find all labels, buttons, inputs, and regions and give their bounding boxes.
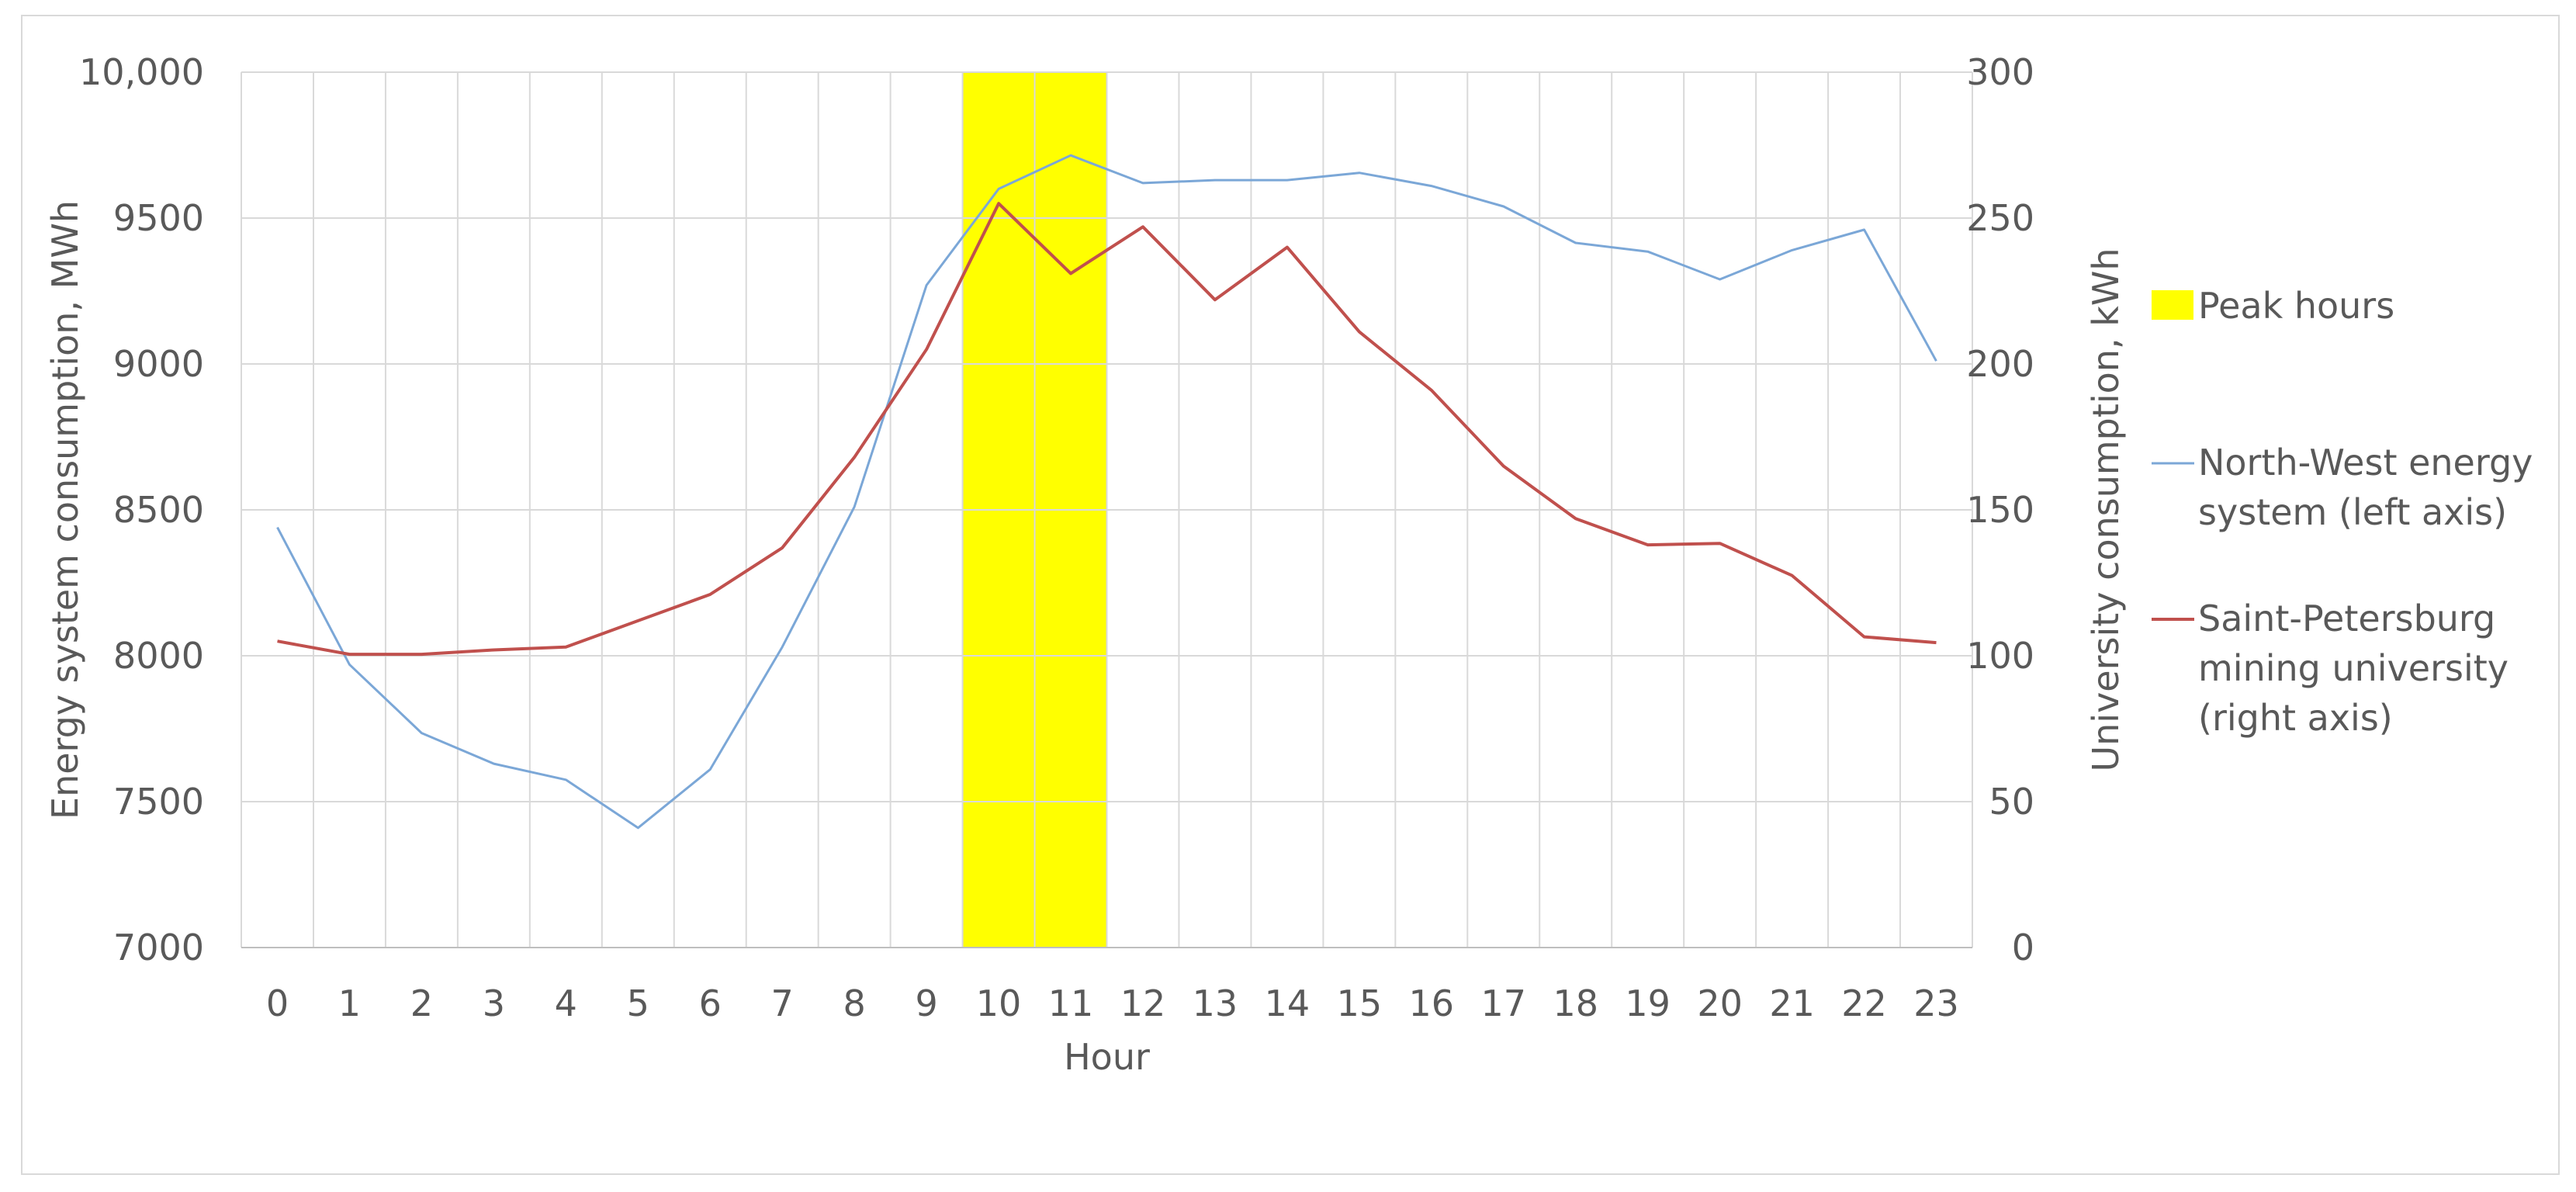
x-tick-label: 4: [555, 982, 577, 1024]
y-left-tick-label: 9000: [113, 343, 204, 385]
x-tick-label: 20: [1697, 982, 1743, 1024]
y-left-tick-label: 7000: [113, 927, 204, 968]
y-right-tick-label: 200: [1966, 343, 2034, 385]
x-tick-label: 3: [483, 982, 505, 1024]
y-right-tick-label: 0: [2012, 927, 2034, 968]
chart-frame: [21, 15, 2560, 1175]
y-right-tick-label: 250: [1966, 197, 2034, 239]
legend-item-north-west: North-West energy system (left axis): [2152, 442, 2544, 533]
x-tick-label: 1: [338, 982, 361, 1024]
x-tick-label: 16: [1409, 982, 1455, 1024]
x-tick-label: 21: [1769, 982, 1815, 1024]
y-axis-right-title: University consumption, kWh: [2085, 248, 2127, 771]
x-tick-label: 0: [266, 982, 289, 1024]
x-tick-label: 14: [1265, 982, 1311, 1024]
y-left-tick-label: 8000: [113, 635, 204, 677]
legend-item-mining-university: Saint-Petersburg mining university (righ…: [2152, 598, 2520, 739]
gridlines: [241, 71, 1973, 948]
legend-label-north-west-line-2: system (left axis): [2198, 491, 2507, 533]
legend-label-north-west: North-West energy system (left axis): [2198, 442, 2544, 533]
x-tick-label: 15: [1337, 982, 1383, 1024]
legend-label-north-west-line-1: North-West energy: [2198, 442, 2533, 483]
x-tick-label: 19: [1625, 982, 1671, 1024]
axes: 0 1 2 3 4 5 6 7 8 9 10 11 12 13 14 15 16 17 18 19 20 21 22 2370…: [79, 51, 2034, 1024]
x-tick-label: 23: [1913, 982, 1959, 1024]
legend-swatch-peak-hours: [2152, 290, 2193, 320]
y-right-tick-label: 50: [1989, 781, 2034, 823]
series-line-north-west: [276, 154, 1937, 830]
legend-label-mining-university-line-3: (right axis): [2198, 697, 2393, 739]
y-left-tick-label: 7500: [113, 781, 204, 823]
x-tick-label: 13: [1193, 982, 1238, 1024]
x-axis-title: Hour: [1064, 1036, 1150, 1078]
legend-label-mining-university-line-1: Saint-Petersburg: [2198, 598, 2495, 639]
series-lines: [276, 154, 1937, 830]
x-tick-label: 2: [410, 982, 433, 1024]
y-axis-left-title: Energy system consumption, MWh: [44, 200, 86, 820]
y-left-tick-label: 10,000: [79, 51, 204, 93]
x-tick-label: 11: [1048, 982, 1094, 1024]
x-tick-label: 10: [976, 982, 1022, 1024]
legend-label-peak-hours: Peak hours: [2198, 285, 2394, 327]
x-tick-label: 18: [1553, 982, 1598, 1024]
y-right-tick-label: 100: [1966, 635, 2034, 677]
x-tick-label: 6: [699, 982, 722, 1024]
x-tick-label: 8: [843, 982, 866, 1024]
legend-item-peak-hours: Peak hours: [2152, 285, 2394, 327]
legend-label-mining-university-line-2: mining university: [2198, 647, 2508, 689]
series-line-mining-university: [277, 202, 1937, 657]
y-right-tick-label: 300: [1966, 51, 2034, 93]
x-tick-label: 9: [915, 982, 937, 1024]
legend: Peak hours North-West energy system (lef…: [2152, 285, 2544, 739]
x-tick-label: 5: [627, 982, 649, 1024]
y-left-tick-label: 9500: [113, 197, 204, 239]
x-tick-label: 7: [771, 982, 794, 1024]
x-tick-label: 12: [1120, 982, 1166, 1024]
y-right-tick-label: 150: [1966, 489, 2034, 531]
y-left-tick-label: 8500: [113, 489, 204, 531]
x-tick-label: 22: [1841, 982, 1887, 1024]
legend-label-mining-university: Saint-Petersburg mining university (righ…: [2198, 598, 2520, 739]
x-tick-label: 17: [1480, 982, 1526, 1024]
